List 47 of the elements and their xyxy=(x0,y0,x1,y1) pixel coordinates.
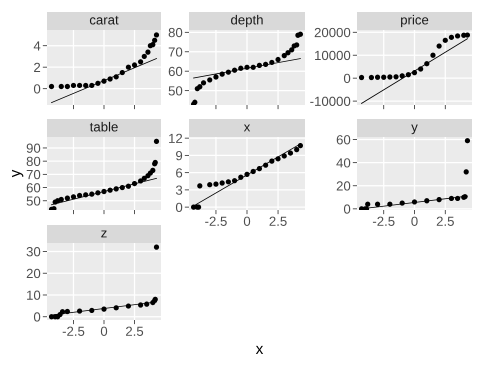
y-tick-label: 9 xyxy=(176,150,182,160)
y-tick-label: 60 xyxy=(26,183,40,192)
y-tick-label: 80 xyxy=(168,28,182,38)
y-tick-label: 50 xyxy=(168,86,182,96)
y-tick-label: 3 xyxy=(176,185,182,195)
y-tick-label: 20000 xyxy=(314,28,350,38)
y-tick-label: 30 xyxy=(26,247,40,256)
y-tick-label: 0 xyxy=(34,84,40,94)
y-tick-label: 0 xyxy=(34,312,40,322)
y-tick-label: 50 xyxy=(26,196,40,206)
chart-title: table xyxy=(90,122,118,132)
y-axis-title: y xyxy=(12,170,24,178)
y-tick-label: 0 xyxy=(344,204,350,214)
y-tick-label: 20 xyxy=(26,268,40,278)
x-tick-label: 2.5 xyxy=(126,326,144,336)
y-tick-label: 10000 xyxy=(315,50,350,60)
y-tick-label: 60 xyxy=(168,66,182,76)
y-tick-label: 90 xyxy=(26,144,40,153)
y-tick-label: 0 xyxy=(176,202,182,212)
y-tick-label: 60 xyxy=(336,135,350,144)
y-tick-label: 40 xyxy=(336,158,350,168)
chart-title: z xyxy=(101,230,107,238)
x-tick-label: -2.5 xyxy=(372,216,395,226)
y-tick-label: 70 xyxy=(168,47,182,57)
chart-title: y xyxy=(411,124,418,134)
x-tick-label: 2.5 xyxy=(270,216,287,226)
y-tick-label: 80 xyxy=(26,156,40,166)
x-tick-label: 0 xyxy=(411,216,418,226)
x-tick-label: -2.5 xyxy=(205,216,227,226)
y-tick-label: 70 xyxy=(26,170,40,180)
y-tick-label: 20 xyxy=(336,181,350,191)
y-tick-label: 6 xyxy=(176,168,182,178)
x-tick-label: 0 xyxy=(244,216,250,226)
chart-title: carat xyxy=(90,16,119,25)
x-tick-label: 0 xyxy=(100,326,108,336)
y-tick-label: 2 xyxy=(34,62,40,72)
chart-title: depth xyxy=(231,14,263,28)
y-tick-label: 12 xyxy=(169,134,182,143)
y-tick-label: 10 xyxy=(27,290,40,300)
x-axis-title: x xyxy=(256,346,264,354)
x-tick-label: 2.5 xyxy=(436,216,454,226)
chart-title: x xyxy=(244,124,250,132)
x-tick-label: -2.5 xyxy=(62,326,84,336)
y-tick-label: 0 xyxy=(344,74,350,84)
y-tick-label: 4 xyxy=(34,41,40,50)
chart-title: price xyxy=(401,14,428,28)
y-tick-label: -10000 xyxy=(310,96,350,106)
